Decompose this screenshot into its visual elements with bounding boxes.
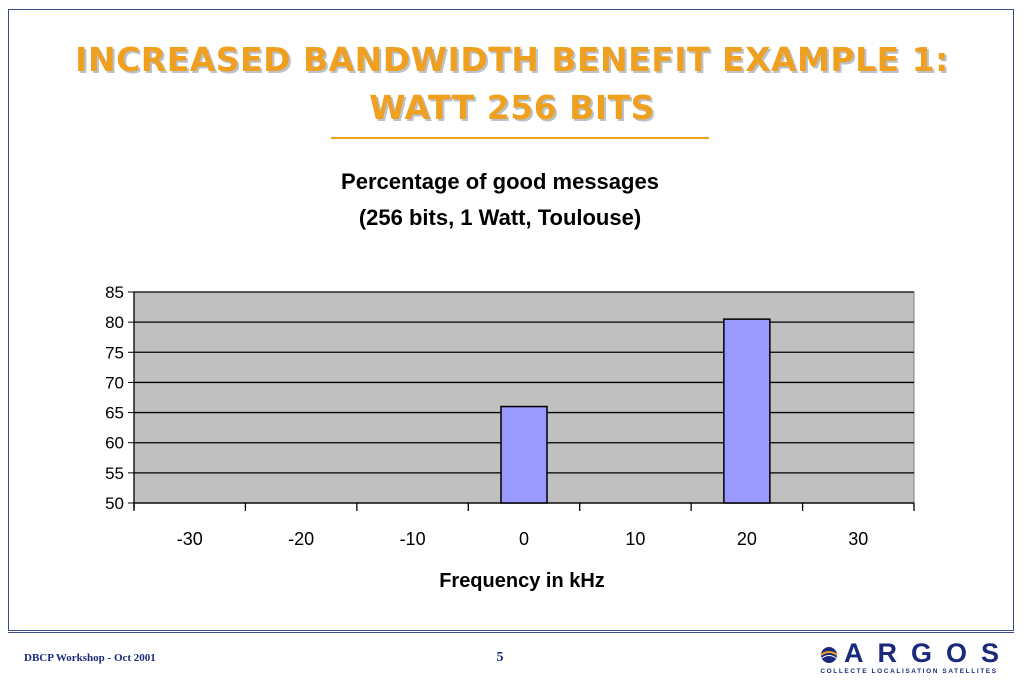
globe-icon [820,647,838,663]
y-tick-label: 50 [105,494,124,513]
y-tick-label: 65 [105,404,124,423]
x-tick-label: -10 [400,529,426,549]
logo-wordmark: ARGOS [844,638,1014,668]
slide-frame [8,9,1014,631]
logo-tagline: COLLECTE LOCALISATION SATELLITES [820,668,998,675]
argos-logo: ARGOS COLLECTE LOCALISATION SATELLITES [818,638,1000,680]
y-tick-label: 85 [105,283,124,302]
bar-chart: 50 55 60 65 70 75 80 85 -30 -20 -10 0 10 20 30 Frequenc… [105,283,915,592]
y-tick-label: 80 [105,313,124,332]
x-axis-label: Frequency in kHz [439,570,605,592]
y-tick-label: 75 [105,343,124,362]
x-tick-label: 10 [625,529,645,549]
x-tick-label: -20 [288,529,314,549]
slide-title-line2: WATT 256 BITS [369,88,655,127]
bar [500,405,548,504]
x-tick-label: 30 [848,529,868,549]
y-tick-label: 70 [105,373,124,392]
chart-subtitle: (256 bits, 1 Watt, Toulouse) [358,205,642,230]
x-tick-label: 0 [519,529,529,549]
footer-divider [8,632,1014,633]
title-underline [331,137,709,139]
footer-event-text: DBCP Workshop - Oct 2001 [24,652,156,664]
x-tick-label: -30 [177,529,203,549]
bar [723,318,771,504]
y-tick-label: 60 [105,434,124,453]
y-tick-label: 55 [105,464,124,483]
chart-title: Percentage of good messages [341,169,659,194]
page-number: 5 [496,650,504,665]
slide-title-line1: INCREASED BANDWIDTH BENEFIT EXAMPLE 1: [75,40,949,79]
x-tick-label: 20 [737,529,757,549]
